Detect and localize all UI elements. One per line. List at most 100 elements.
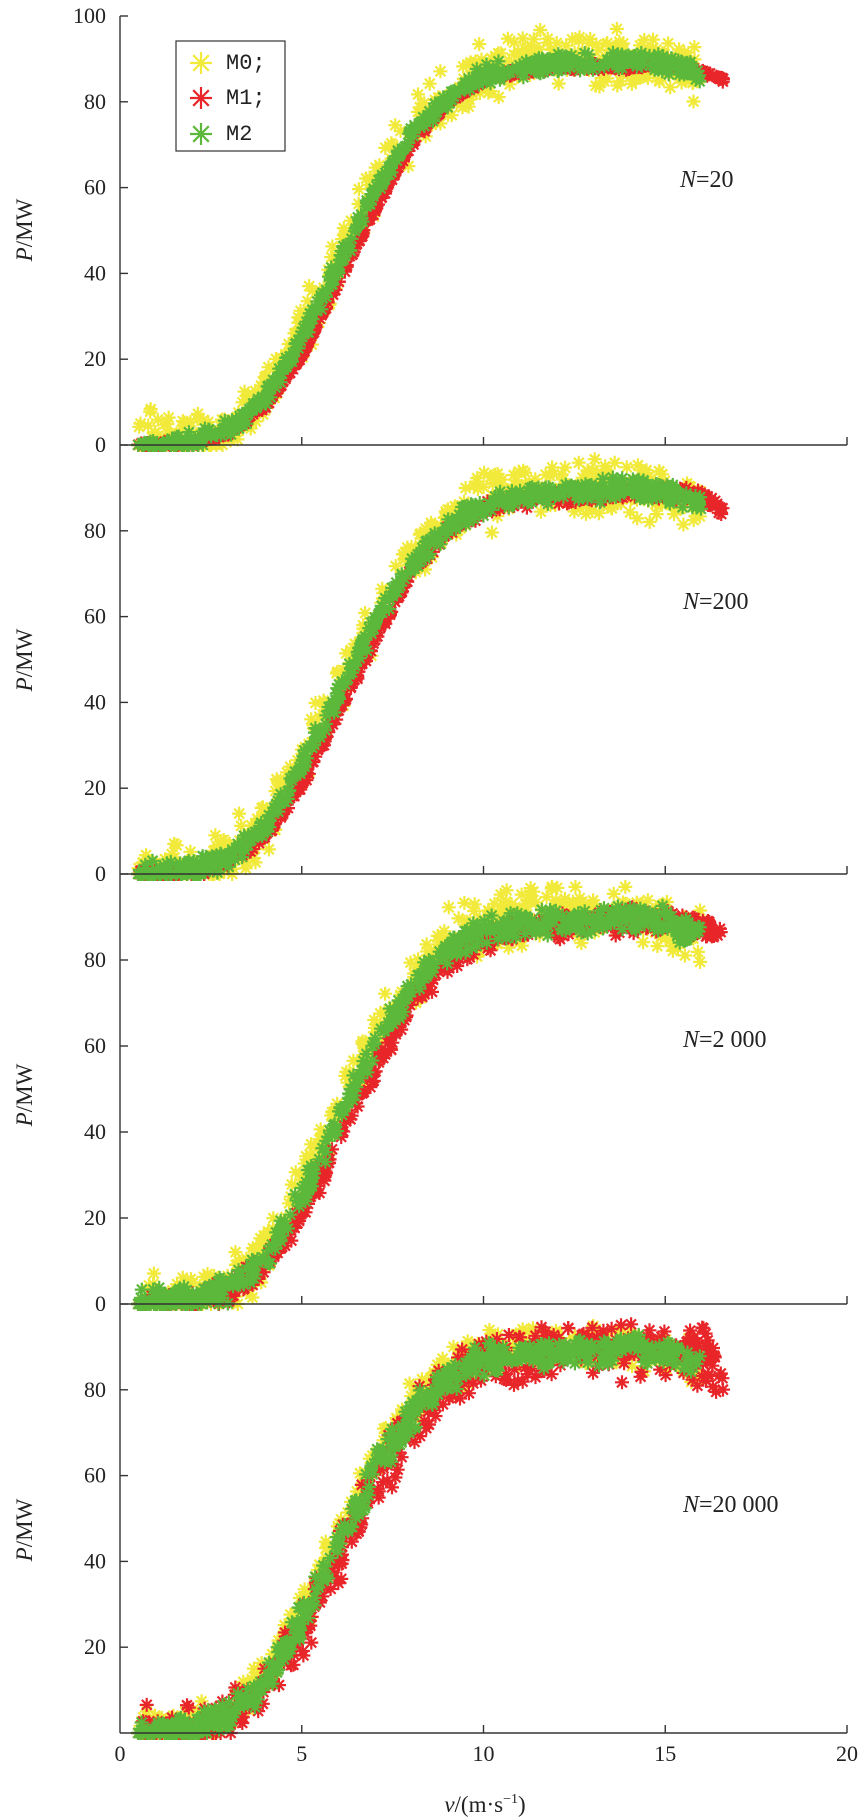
point-m0 — [558, 460, 573, 475]
point-m0 — [539, 890, 554, 905]
point-m1 — [331, 274, 346, 289]
point-m2 — [208, 426, 223, 441]
point-m2 — [442, 941, 457, 956]
point-m0 — [610, 496, 625, 511]
y-tick-label: 60 — [84, 1033, 106, 1058]
point-m2 — [592, 59, 607, 74]
point-m0 — [230, 432, 245, 447]
y-tick-label: 0 — [95, 1291, 106, 1316]
point-m0 — [484, 525, 499, 540]
point-m2 — [491, 54, 506, 69]
point-m2 — [241, 838, 255, 853]
point-m0 — [337, 227, 352, 242]
y-tick-label: 40 — [84, 689, 106, 714]
point-m0 — [686, 94, 701, 109]
point-m2 — [277, 1218, 292, 1233]
point-m0 — [630, 458, 645, 473]
point-m0 — [655, 467, 670, 482]
point-m2 — [604, 475, 618, 490]
point-m2 — [347, 224, 362, 239]
point-m2 — [374, 1021, 388, 1036]
point-m1 — [384, 1026, 399, 1040]
y-tick-label: 80 — [84, 518, 106, 543]
point-m0 — [690, 944, 705, 959]
point-m0 — [443, 505, 458, 520]
point-m0 — [670, 46, 685, 61]
point-m0 — [639, 463, 654, 478]
point-m2 — [391, 993, 406, 1008]
point-m0 — [231, 405, 246, 420]
point-m2 — [189, 1286, 204, 1301]
point-m0 — [499, 883, 514, 898]
point-m0 — [467, 897, 482, 912]
point-m1 — [276, 807, 291, 821]
point-m2 — [534, 902, 549, 917]
point-m0 — [248, 1242, 263, 1257]
point-m2 — [302, 1172, 317, 1187]
point-m2 — [493, 484, 508, 499]
point-m2 — [407, 118, 422, 133]
point-m0 — [330, 664, 345, 679]
point-m2 — [367, 617, 382, 631]
point-m2 — [692, 74, 707, 89]
point-m0 — [451, 911, 466, 926]
point-m2 — [274, 366, 289, 381]
point-m2 — [231, 1263, 246, 1278]
point-m2 — [525, 912, 539, 927]
point-m0 — [248, 414, 263, 429]
point-m0 — [400, 540, 415, 555]
point-m2 — [382, 1001, 397, 1016]
point-m0 — [557, 891, 572, 906]
point-m0 — [644, 44, 658, 59]
point-m0 — [304, 712, 319, 727]
point-m1 — [483, 943, 498, 958]
point-m0 — [305, 283, 320, 298]
point-m0 — [583, 31, 598, 46]
point-m0 — [299, 1149, 314, 1164]
point-m1 — [426, 972, 441, 987]
point-m2 — [145, 853, 160, 868]
point-m2 — [365, 1053, 380, 1068]
point-m0 — [313, 1122, 328, 1137]
point-m2 — [672, 935, 687, 950]
point-m2 — [504, 920, 519, 935]
point-m2 — [423, 535, 438, 549]
point-m0 — [549, 36, 564, 50]
point-m2 — [519, 63, 534, 78]
point-m2 — [649, 490, 664, 505]
point-m0 — [169, 838, 184, 853]
point-m2 — [320, 284, 335, 298]
point-m0 — [232, 1255, 247, 1270]
point-m0 — [266, 1211, 281, 1226]
point-m2 — [234, 1268, 248, 1283]
point-m0 — [618, 879, 633, 894]
point-m0 — [261, 842, 276, 857]
point-m0 — [491, 46, 506, 61]
point-m2 — [315, 1141, 330, 1156]
y-tick-label: 20 — [84, 1205, 106, 1230]
point-m2 — [262, 808, 276, 823]
point-m2 — [232, 839, 247, 854]
point-m0 — [470, 482, 485, 496]
point-m1 — [316, 1163, 331, 1178]
point-m2 — [393, 998, 408, 1013]
point-m0 — [403, 955, 418, 970]
point-m0 — [642, 514, 657, 529]
point-m2 — [382, 1018, 396, 1033]
point-m0 — [427, 943, 442, 958]
point-m0 — [544, 42, 559, 57]
point-m2 — [301, 320, 316, 335]
point-m0 — [533, 23, 548, 37]
point-m0 — [397, 552, 412, 567]
point-m0 — [514, 938, 529, 953]
point-m1 — [382, 1031, 397, 1046]
point-m1 — [552, 496, 566, 511]
point-m2 — [386, 1016, 400, 1031]
point-m0 — [500, 31, 515, 46]
point-m0 — [619, 460, 634, 475]
point-m0 — [532, 42, 547, 57]
point-m0 — [271, 782, 286, 797]
point-m2 — [159, 856, 174, 871]
point-m0 — [458, 481, 473, 495]
point-m2 — [335, 251, 350, 266]
